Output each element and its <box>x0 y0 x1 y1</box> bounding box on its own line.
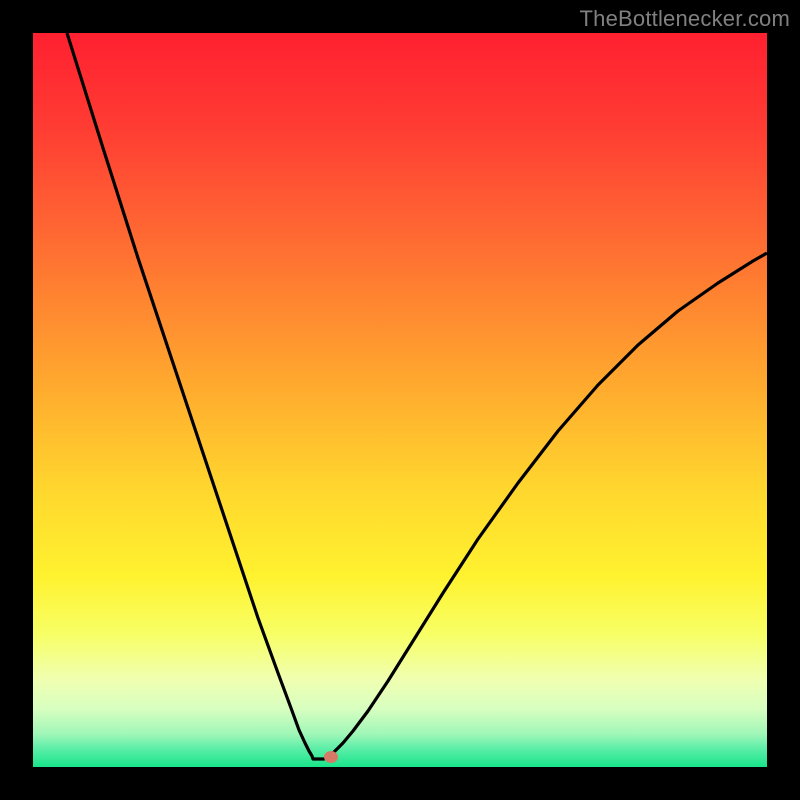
optimal-point-marker <box>324 751 338 763</box>
watermark-text: TheBottlenecker.com <box>580 6 790 32</box>
bottleneck-curve <box>67 33 767 759</box>
plot-area <box>33 33 767 767</box>
curve-svg <box>33 33 767 767</box>
